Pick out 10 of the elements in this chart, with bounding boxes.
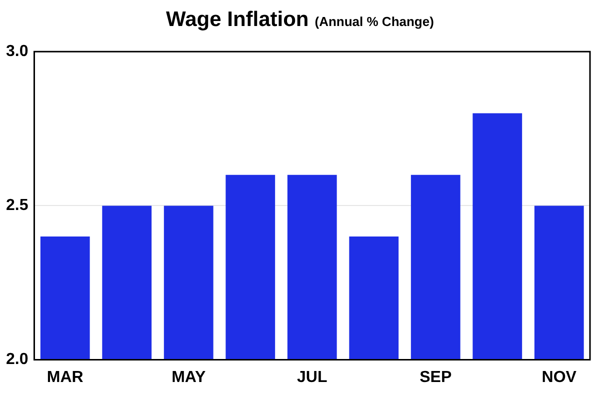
y-tick-label: 2.0 <box>6 351 28 368</box>
x-tick-label: JUL <box>297 368 328 386</box>
x-tick-label: MAR <box>46 368 84 386</box>
x-tick-label: SEP <box>420 368 452 386</box>
chart-subtitle: (Annual % Change) <box>314 14 434 29</box>
chart-title: Wage Inflation <box>166 8 309 31</box>
y-tick-label: 3.0 <box>6 43 28 60</box>
x-tick-label: MAY <box>172 368 206 386</box>
x-tick-label: NOV <box>542 368 577 386</box>
y-tick-label: 2.5 <box>6 197 28 214</box>
